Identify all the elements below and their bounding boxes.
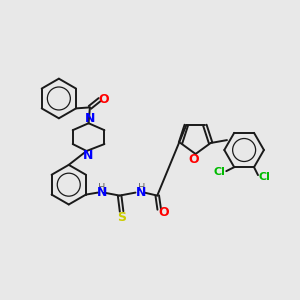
Text: Cl: Cl xyxy=(213,167,225,177)
Text: H: H xyxy=(98,183,106,193)
Text: N: N xyxy=(97,186,107,199)
Text: Cl: Cl xyxy=(259,172,271,182)
Text: N: N xyxy=(84,112,95,125)
Text: O: O xyxy=(158,206,169,219)
Text: O: O xyxy=(188,153,199,167)
Text: N: N xyxy=(82,149,93,162)
Text: S: S xyxy=(117,211,126,224)
Text: H: H xyxy=(138,183,145,193)
Text: O: O xyxy=(98,93,109,106)
Text: N: N xyxy=(136,186,147,199)
